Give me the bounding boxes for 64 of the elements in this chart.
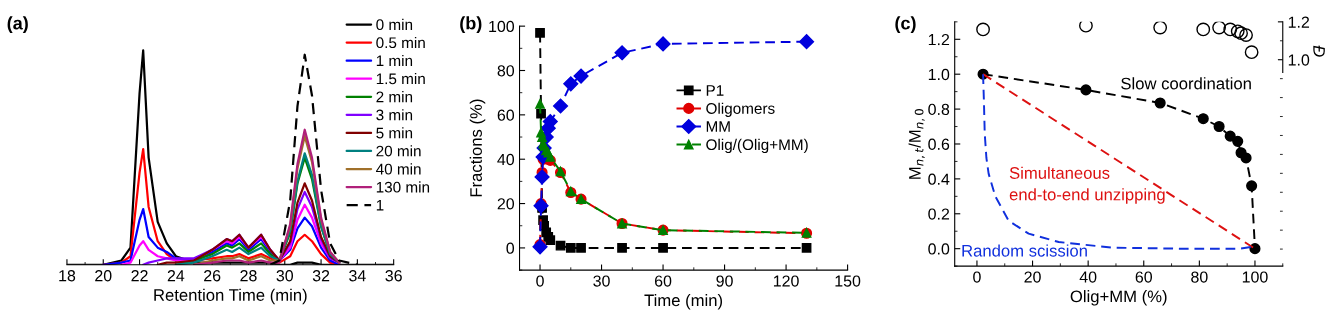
x-tick-label: 20 [1024, 271, 1041, 283]
x-tick-label: 40 [1079, 271, 1097, 283]
y-tick-label: 0 [506, 242, 515, 254]
y-tick-label: 40 [497, 153, 515, 166]
x-tick-label: 24 [167, 270, 185, 282]
y-tick-label: 100 [489, 20, 515, 33]
legend-label: 3 min [376, 109, 413, 121]
x-tick-label: 0 [536, 275, 544, 287]
legend-label: 20 min [376, 145, 421, 157]
y-tick-label: 0.4 [928, 173, 950, 185]
y-tick-label: 0.6 [928, 138, 950, 150]
legend-label: Oligomers [706, 102, 775, 117]
series-label: Random scission [962, 244, 1087, 257]
legend-label: 0 min [376, 18, 413, 31]
x-tick-label: 34 [349, 270, 366, 282]
x-tick-label: 32 [312, 270, 330, 282]
x-tick-label: 80 [1191, 271, 1208, 283]
y-tick-label: 20 [497, 198, 515, 210]
x-tick-label: 60 [654, 275, 672, 287]
x-tick-label: 90 [716, 275, 733, 287]
x-tick-label: 120 [773, 275, 799, 287]
series-label: Simultaneous end-to-end unzipping [1009, 166, 1165, 204]
legend-label: Olig/(Olig+MM) [706, 138, 808, 154]
x-tick-label: 0 [973, 271, 981, 283]
y-axis-title: Fractions (%) [469, 99, 486, 197]
legend-label: 2 min [376, 91, 413, 103]
legend-label: 1 min [376, 54, 413, 67]
y-tick-label: 0.8 [928, 103, 950, 116]
y-tick-label: 0.2 [928, 208, 950, 220]
x-tick-label: 36 [385, 270, 402, 282]
y2-tick-label: 1.2 [1288, 16, 1310, 28]
x-tick-label: 18 [59, 270, 76, 282]
x-axis-title: Retention Time (min) [154, 288, 307, 305]
x-tick-label: 150 [835, 275, 861, 287]
x-tick-label: 30 [593, 275, 610, 287]
x-tick-label: 60 [1135, 271, 1153, 283]
x-tick-label: 22 [131, 270, 148, 282]
legend-label: 0.5 min [376, 36, 425, 49]
legend-label: 1.5 min [376, 73, 425, 85]
legend-label: 5 min [376, 127, 413, 139]
y-tick-label: 0.0 [928, 243, 950, 255]
x-tick-label: 100 [1242, 271, 1268, 283]
x-tick-label: 20 [95, 270, 112, 282]
y-tick-label: 1.2 [928, 33, 950, 46]
x-tick-label: 28 [240, 270, 257, 282]
y-tick-label: 1.0 [928, 68, 950, 81]
chart-title: (a) [7, 16, 28, 34]
legend-label: 1 [376, 199, 384, 211]
y2-axis-title: Đ [1313, 45, 1325, 57]
y-axis-title: M$_{n,t}$/M$_{n,0}$ [908, 109, 925, 179]
y2-tick-label: 1.0 [1288, 54, 1310, 66]
legend-label: Slow coordination [1121, 77, 1251, 90]
legend-label: MM [706, 121, 730, 132]
legend-label: P1 [706, 85, 724, 96]
x-tick-label: 26 [204, 270, 221, 282]
chart-title: (b) [460, 16, 482, 34]
y-tick-label: 60 [497, 109, 515, 121]
chart-title: (c) [895, 16, 916, 34]
y-tick-label: 80 [497, 65, 515, 77]
legend-label: 130 min [376, 181, 430, 193]
x-axis-title: Time (min) [644, 294, 723, 310]
legend-label: 40 min [376, 163, 421, 175]
x-axis-title: Olig+MM (%) [1070, 290, 1167, 306]
x-tick-label: 30 [276, 270, 294, 282]
